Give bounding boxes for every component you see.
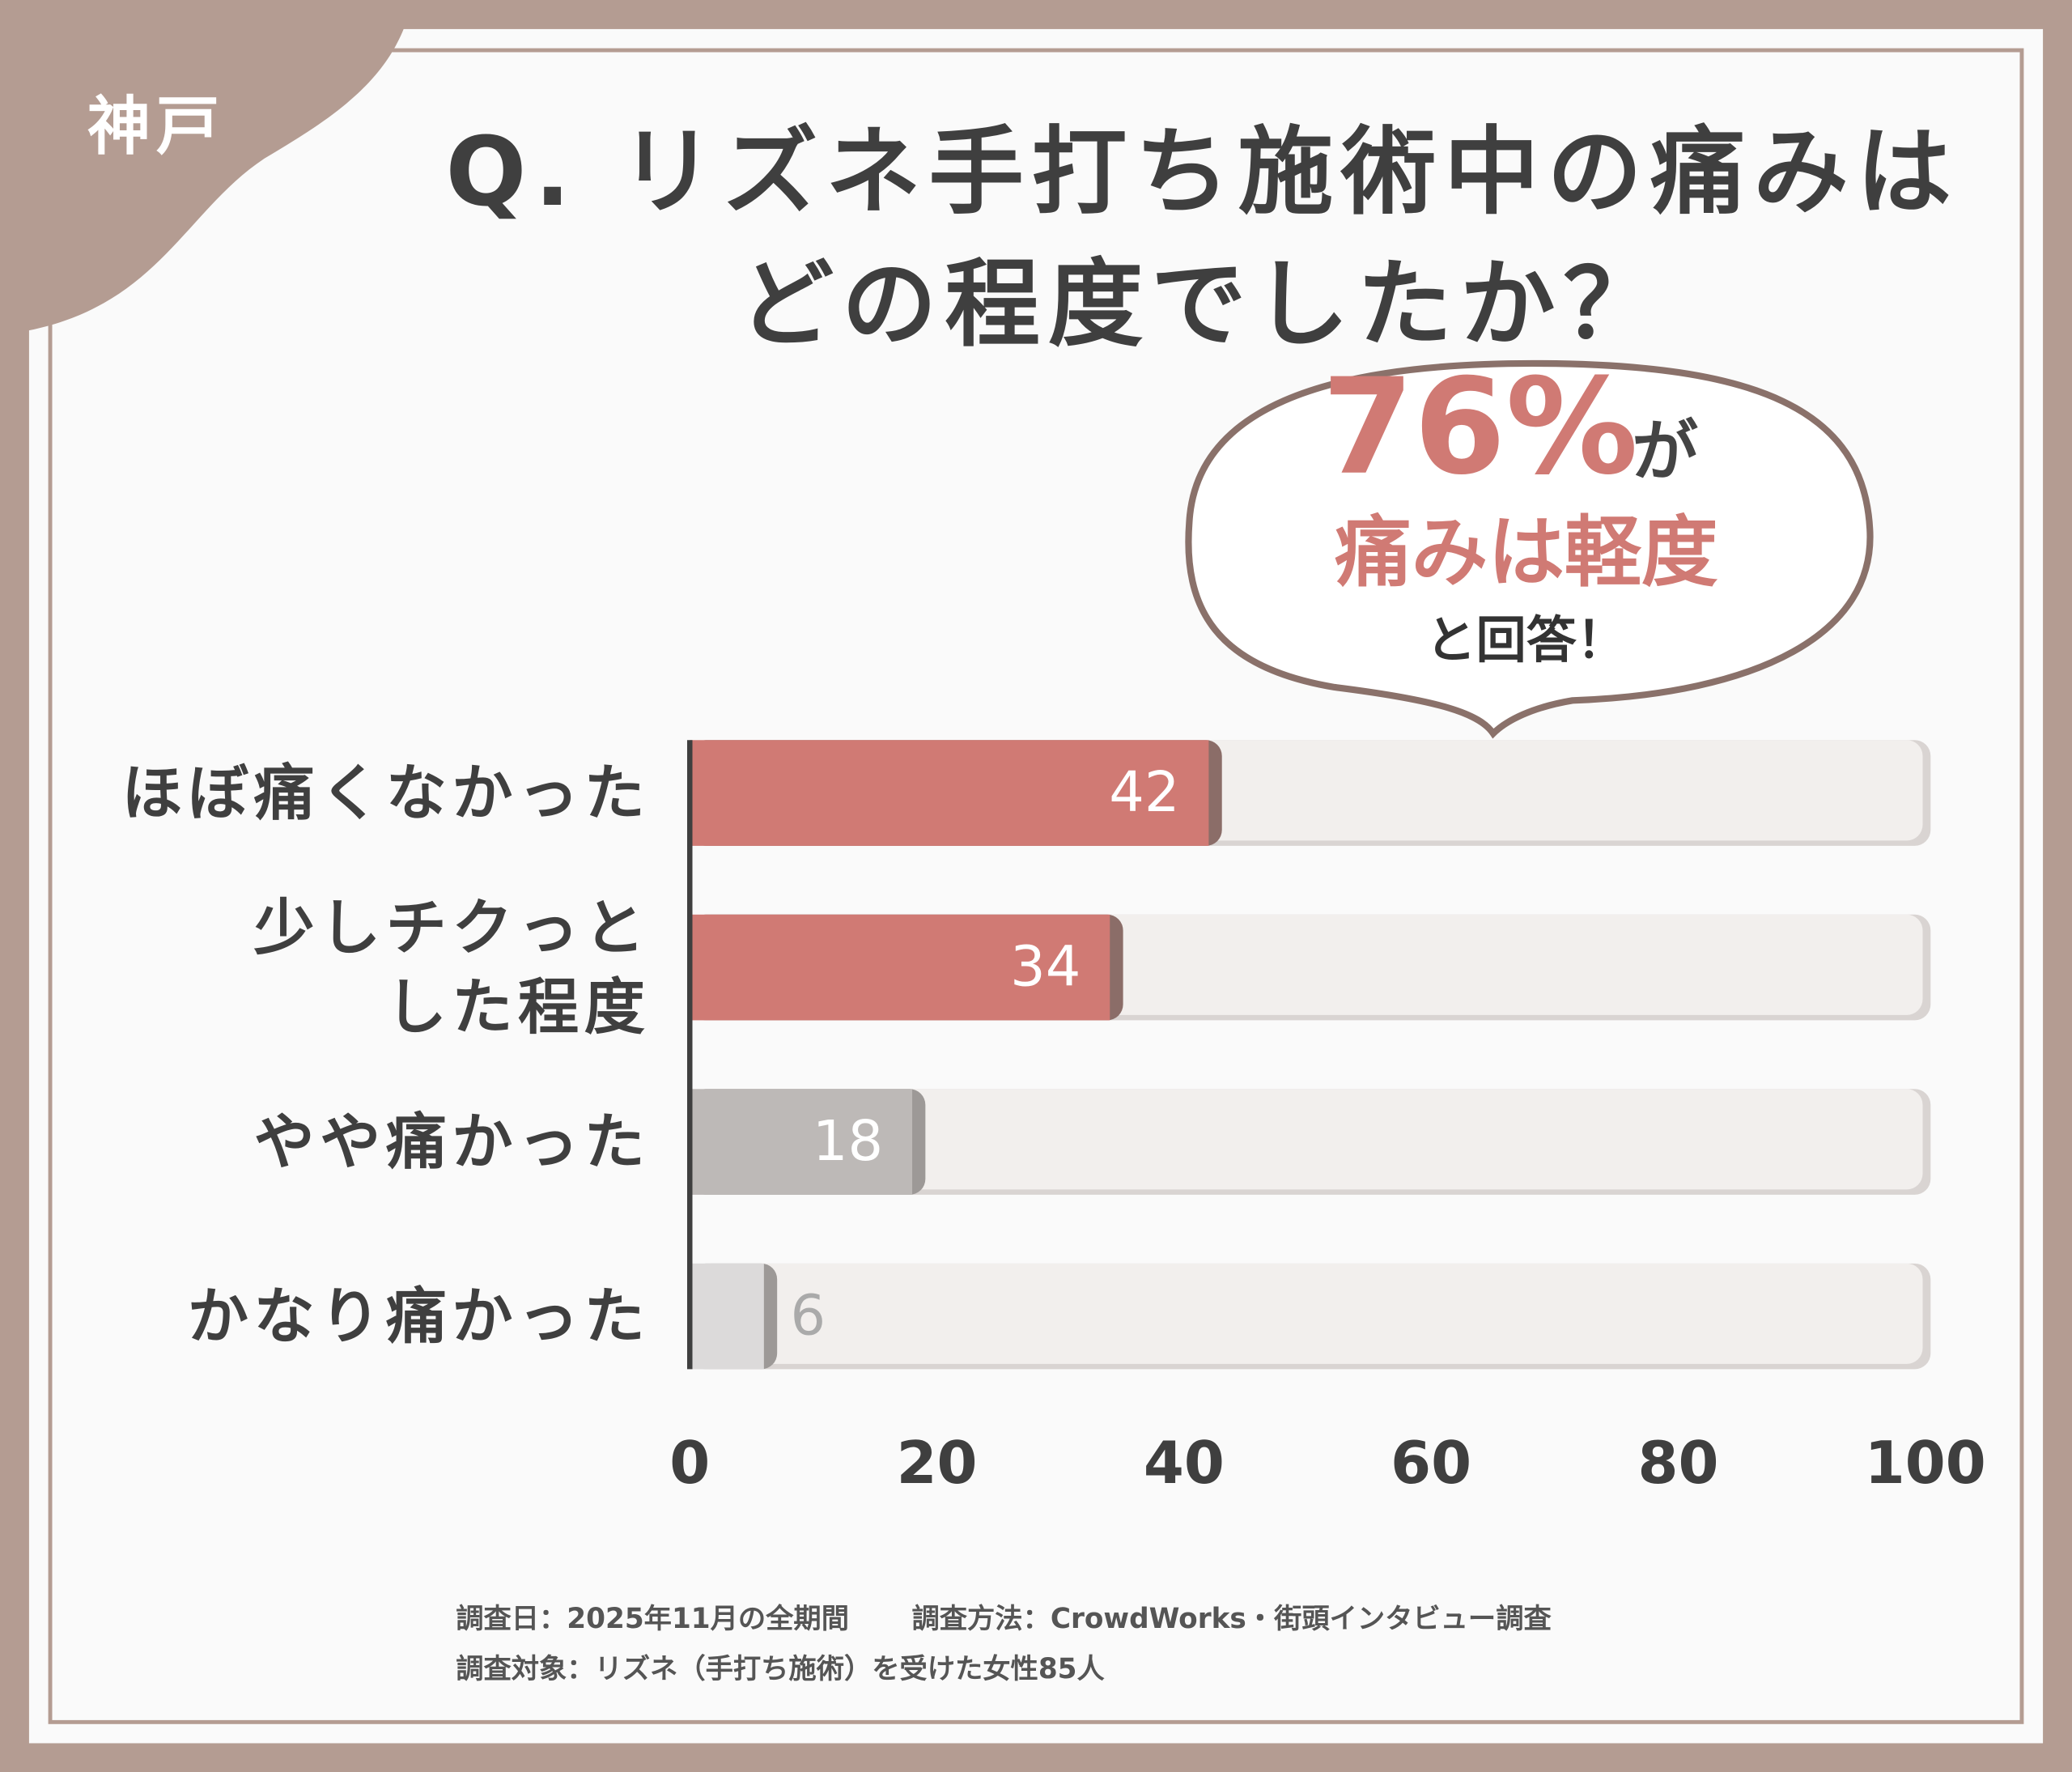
x-tick-label: 80 — [1637, 1429, 1718, 1497]
note: 調査日：2025年11月の全期間 — [456, 1603, 849, 1635]
panel — [28, 28, 2044, 1744]
callout-text: と回答！ — [1426, 610, 1627, 669]
x-tick-label: 40 — [1144, 1429, 1225, 1497]
x-tick-label: 0 — [669, 1429, 710, 1497]
corner-tab — [0, 0, 413, 331]
callout-text: 痛みは軽度 — [1335, 508, 1718, 597]
callout-text: が — [1632, 414, 1698, 491]
bar-track — [690, 1263, 1923, 1364]
value-label: 34 — [1010, 934, 1081, 999]
category-label: ほぼ痛くなかった — [121, 757, 651, 829]
callout-bubble — [1185, 359, 1874, 739]
x-tick-label: 20 — [897, 1429, 978, 1497]
frame — [48, 48, 2024, 1724]
x-tick-label: 60 — [1391, 1429, 1471, 1497]
value-label: 18 — [813, 1109, 883, 1174]
category-label: かなり痛かった — [187, 1281, 651, 1353]
value-label: 42 — [1109, 760, 1179, 825]
note: 調査対象：リズネ（手打ち施術）を受けた女性85人 — [456, 1653, 1105, 1685]
bar-track — [690, 1089, 1923, 1190]
region: 神戸 — [87, 90, 225, 164]
x-tick-label: 100 — [1865, 1429, 1986, 1497]
bar — [690, 914, 1110, 1021]
bar — [690, 1263, 764, 1370]
bar — [690, 1089, 913, 1195]
chart-title: Q. リズネ手打ち施術中の痛みは どの程度でしたか？ — [445, 116, 1959, 360]
bar — [690, 740, 1209, 846]
value-label: 6 — [790, 1283, 826, 1348]
callout-number: 76% — [1322, 350, 1638, 504]
note: 調査方法：CrowdWorks・街頭インタビュー調査 — [912, 1603, 1552, 1635]
category-label: 少しチクっと した程度 — [253, 892, 651, 1043]
category-label: やや痛かった — [253, 1106, 651, 1178]
